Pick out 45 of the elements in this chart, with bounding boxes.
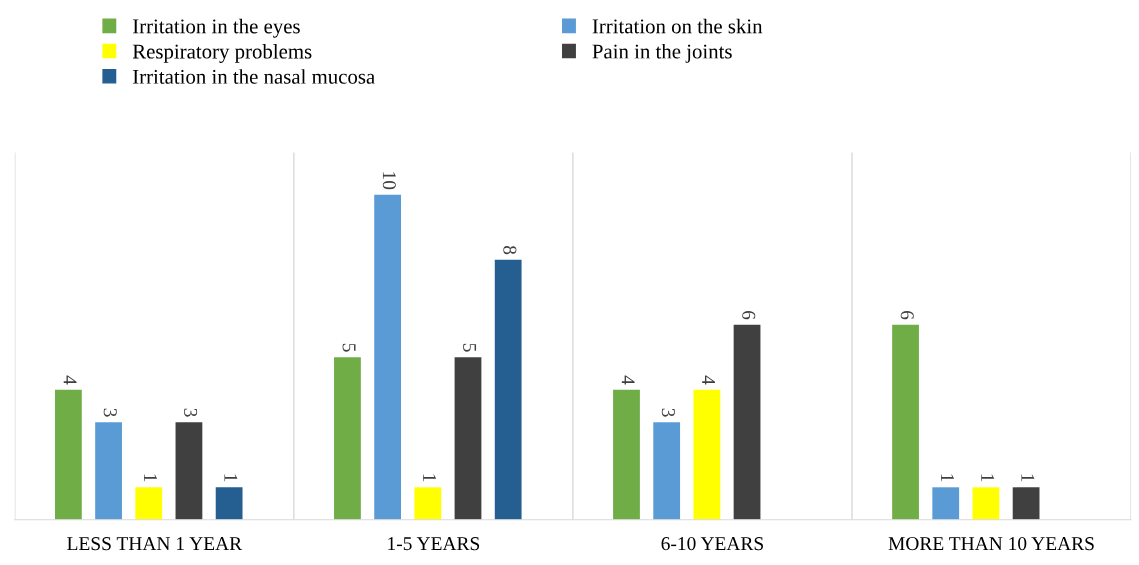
legend-label: Pain in the joints bbox=[592, 43, 732, 63]
legend-label: Irritation in the nasal mucosa bbox=[132, 69, 375, 84]
bar bbox=[1012, 487, 1040, 520]
bar bbox=[215, 487, 243, 520]
data-label: 6 bbox=[900, 311, 914, 320]
x-tick-label: LESS THAN 1 YEAR bbox=[67, 537, 243, 551]
legend-label: Respiratory problems bbox=[132, 43, 312, 63]
bar bbox=[454, 357, 482, 520]
bar bbox=[653, 422, 681, 520]
data-label: 4 bbox=[63, 375, 77, 385]
data-label: 1 bbox=[224, 474, 238, 482]
data-label: 4 bbox=[702, 375, 715, 385]
bar bbox=[892, 324, 919, 520]
bar bbox=[932, 487, 960, 520]
data-label: 1 bbox=[1021, 474, 1035, 482]
bar bbox=[693, 389, 721, 520]
bar bbox=[733, 324, 761, 520]
data-label: 1 bbox=[981, 474, 995, 482]
data-label: 3 bbox=[103, 408, 117, 417]
x-tick-label: MORE THAN 10 YEARS bbox=[888, 537, 1094, 551]
data-label: 1 bbox=[423, 474, 436, 482]
legend-label: Irritation in the eyes bbox=[132, 18, 300, 38]
bar bbox=[494, 259, 522, 520]
bar bbox=[414, 487, 442, 520]
data-label: 3 bbox=[661, 408, 675, 417]
data-label: 6 bbox=[742, 311, 756, 320]
bar bbox=[374, 194, 402, 520]
data-label: 8 bbox=[503, 245, 517, 255]
data-label: 1 bbox=[941, 474, 954, 482]
legend-label: Irritation on the skin bbox=[592, 18, 763, 34]
data-label: 5 bbox=[342, 343, 356, 352]
data-label: 5 bbox=[463, 343, 477, 352]
bar bbox=[175, 422, 203, 520]
bar bbox=[613, 389, 640, 520]
data-label: 1 bbox=[144, 474, 157, 482]
bar bbox=[972, 487, 1000, 520]
bar bbox=[135, 487, 163, 520]
x-tick-label: 1-5 YEARS bbox=[388, 537, 480, 551]
bar bbox=[54, 389, 82, 520]
bar bbox=[95, 422, 122, 520]
data-label: 10 bbox=[382, 172, 396, 190]
data-label: 4 bbox=[621, 375, 635, 385]
data-label: 3 bbox=[184, 408, 198, 417]
x-tick-label: 6-10 YEARS bbox=[661, 537, 763, 551]
bar bbox=[334, 357, 361, 520]
